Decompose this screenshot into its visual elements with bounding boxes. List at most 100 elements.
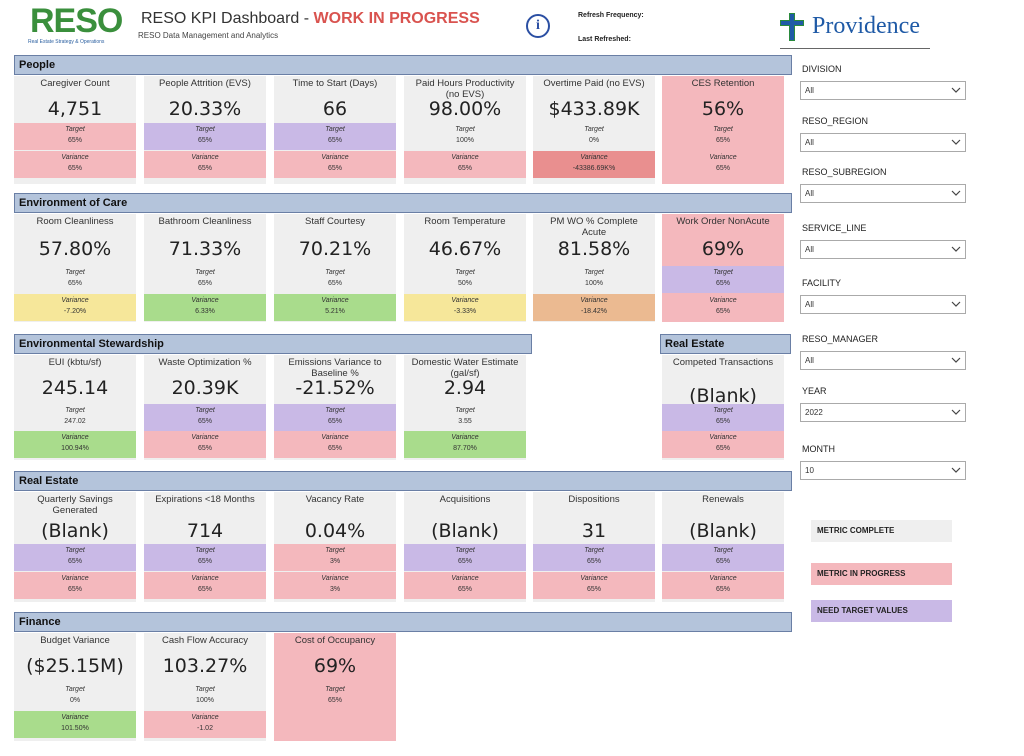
kpi-card-cash-flow-accuracy[interactable]: Cash Flow Accuracy 103.27% Target 100% Varia…: [144, 633, 266, 741]
kpi-card-people-attrition-evs[interactable]: People Attrition (EVS) 20.33% Target 65% Var…: [144, 76, 266, 184]
target-band-value: 65%: [327, 697, 342, 704]
kpi-value: 98.00%: [428, 98, 502, 120]
variance-band: Variance 65%: [144, 431, 266, 458]
variance-band: Variance 65%: [662, 572, 784, 599]
variance-band: Variance 65%: [144, 572, 266, 599]
filter-dropdown-service-line[interactable]: All: [800, 240, 966, 259]
target-band-value: 0%: [69, 697, 81, 704]
filter-dropdown-reso-manager[interactable]: All: [800, 351, 966, 370]
variance-band-value: 65%: [715, 308, 730, 315]
kpi-card-eui-kbtu-sf[interactable]: EUI (kbtu/sf) 245.14 Target 247.02 Variance 1…: [14, 355, 136, 460]
filter-dropdown-year[interactable]: 2022: [800, 403, 966, 422]
kpi-card-quarterly-savings-generated[interactable]: Quarterly Savings Generated (Blank) Target…: [14, 492, 136, 602]
variance-band-value: 65%: [586, 586, 601, 593]
kpi-card-paid-hours-productivity-no-evs[interactable]: Paid Hours Productivity (no EVS) 98.00% Ta…: [404, 76, 526, 184]
kpi-title: Bathroom Cleanliness: [158, 216, 252, 227]
kpi-value: 4,751: [47, 98, 103, 120]
target-band-value: 65%: [67, 137, 82, 144]
chevron-down-icon: [951, 357, 961, 363]
target-band: Target 65%: [14, 266, 136, 293]
target-band-value: 65%: [327, 137, 342, 144]
kpi-value: 103.27%: [162, 655, 248, 677]
target-band-label: Target: [65, 126, 85, 133]
kpi-value: (Blank): [689, 520, 757, 542]
info-icon[interactable]: i: [526, 14, 550, 38]
kpi-title: Quarterly Savings Generated: [37, 494, 113, 516]
kpi-card-emissions-variance-to-baseline[interactable]: Emissions Variance to Baseline % -21.52% T…: [274, 355, 396, 460]
filter-value: All: [805, 189, 814, 198]
kpi-title: Domestic Water Estimate (gal/sf): [411, 357, 519, 379]
variance-band: Variance 65%: [274, 151, 396, 178]
variance-band-label: Variance: [709, 575, 737, 582]
kpi-card-budget-variance[interactable]: Budget Variance ($25.15M) Target 0% Variance…: [14, 633, 136, 741]
variance-band-label: Variance: [451, 297, 479, 304]
kpi-card-staff-courtesy[interactable]: Staff Courtesy 70.21% Target 65% Variance 5.2…: [274, 214, 396, 322]
variance-band-value: 3%: [329, 586, 341, 593]
kpi-card-room-temperature[interactable]: Room Temperature 46.67% Target 50% Variance -…: [404, 214, 526, 322]
kpi-card-renewals[interactable]: Renewals (Blank) Target 65% Variance 65%: [662, 492, 784, 602]
filter-dropdown-month[interactable]: 10: [800, 461, 966, 480]
variance-band: Variance 65%: [662, 431, 784, 458]
kpi-value: 71.33%: [168, 238, 242, 260]
kpi-card-competed-transactions[interactable]: Competed Transactions (Blank) Target 65% Var…: [662, 355, 784, 460]
reso-logo-tagline: Real Estate Strategy & Operations: [28, 39, 105, 45]
kpi-value: -21.52%: [295, 377, 375, 399]
target-band-value: 65%: [715, 137, 730, 144]
refresh-frequency-label: Refresh Frequency:: [578, 12, 644, 19]
variance-band: Variance 65%: [274, 431, 396, 458]
target-band: Target 65%: [662, 544, 784, 571]
kpi-card-overtime-paid-no-evs[interactable]: Overtime Paid (no EVS) $433.89K Target 0% Va…: [533, 76, 655, 184]
kpi-value: (Blank): [41, 520, 109, 542]
title-text: RESO KPI Dashboard -: [141, 10, 314, 27]
legend-metric-in-progress: METRIC IN PROGRESS: [811, 563, 952, 585]
target-band: Target 65%: [274, 123, 396, 150]
kpi-card-bathroom-cleanliness[interactable]: Bathroom Cleanliness 71.33% Target 65% Varia…: [144, 214, 266, 322]
variance-band-label: Variance: [191, 714, 219, 721]
kpi-title: Budget Variance: [40, 635, 110, 646]
target-band: Target 100%: [404, 123, 526, 150]
filter-dropdown-reso-region[interactable]: All: [800, 133, 966, 152]
variance-band-label: Variance: [709, 434, 737, 441]
variance-band-label: Variance: [451, 154, 479, 161]
filter-dropdown-reso-subregion[interactable]: All: [800, 184, 966, 203]
target-band-label: Target: [325, 407, 345, 414]
kpi-card-waste-optimization[interactable]: Waste Optimization % 20.39K Target 65% Varia…: [144, 355, 266, 460]
variance-band-value: 65%: [457, 586, 472, 593]
kpi-card-caregiver-count[interactable]: Caregiver Count 4,751 Target 65% Variance 65%: [14, 76, 136, 184]
kpi-card-time-to-start-days[interactable]: Time to Start (Days) 66 Target 65% Variance 6…: [274, 76, 396, 184]
variance-band-value: -3.33%: [453, 308, 477, 315]
variance-band-value: 65%: [327, 445, 342, 452]
target-band-value: 65%: [457, 558, 472, 565]
variance-band: Variance 65%: [14, 572, 136, 599]
section-finance: Finance: [14, 612, 792, 632]
reso-logo: RESO Real Estate Strategy & Operations: [28, 4, 128, 45]
chevron-down-icon: [951, 190, 961, 196]
legend-need-target-values: NEED TARGET VALUES: [811, 600, 952, 622]
kpi-card-domestic-water-estimate-gal-sf[interactable]: Domestic Water Estimate (gal/sf) 2.94 Targ…: [404, 355, 526, 460]
variance-band-value: -7.20%: [63, 308, 87, 315]
filter-dropdown-division[interactable]: All: [800, 81, 966, 100]
target-band-label: Target: [455, 126, 475, 133]
section-real-estate-small: Real Estate: [660, 334, 791, 354]
kpi-card-expirations-18-months[interactable]: Expirations <18 Months 714 Target 65% Varian…: [144, 492, 266, 602]
target-band-label: Target: [455, 269, 475, 276]
target-band-label: Target: [713, 269, 733, 276]
kpi-card-room-cleanliness[interactable]: Room Cleanliness 57.80% Target 65% Variance -…: [14, 214, 136, 322]
target-band-label: Target: [325, 547, 345, 554]
target-band: Target 100%: [144, 683, 266, 710]
filter-dropdown-facility[interactable]: All: [800, 295, 966, 314]
kpi-value: (Blank): [431, 520, 499, 542]
target-band: Target 3.55: [404, 404, 526, 431]
kpi-card-pm-wo-complete-acute[interactable]: PM WO % Complete Acute 81.58% Target 100% Va…: [533, 214, 655, 322]
kpi-card-work-order-nonacute[interactable]: Work Order NonAcute 69% Target 65% Variance 6…: [662, 214, 784, 322]
kpi-card-vacancy-rate[interactable]: Vacancy Rate 0.04% Target 3% Variance 3%: [274, 492, 396, 602]
kpi-card-ces-retention[interactable]: CES Retention 56% Target 65% Variance 65%: [662, 76, 784, 184]
kpi-card-cost-of-occupancy[interactable]: Cost of Occupancy 69% Target 65%: [274, 633, 396, 741]
target-band-label: Target: [325, 126, 345, 133]
target-band: Target 65%: [144, 544, 266, 571]
kpi-title: EUI (kbtu/sf): [48, 357, 102, 368]
chevron-down-icon: [951, 139, 961, 145]
kpi-card-dispositions[interactable]: Dispositions 31 Target 65% Variance 65%: [533, 492, 655, 602]
kpi-card-acquisitions[interactable]: Acquisitions (Blank) Target 65% Variance 65%: [404, 492, 526, 602]
